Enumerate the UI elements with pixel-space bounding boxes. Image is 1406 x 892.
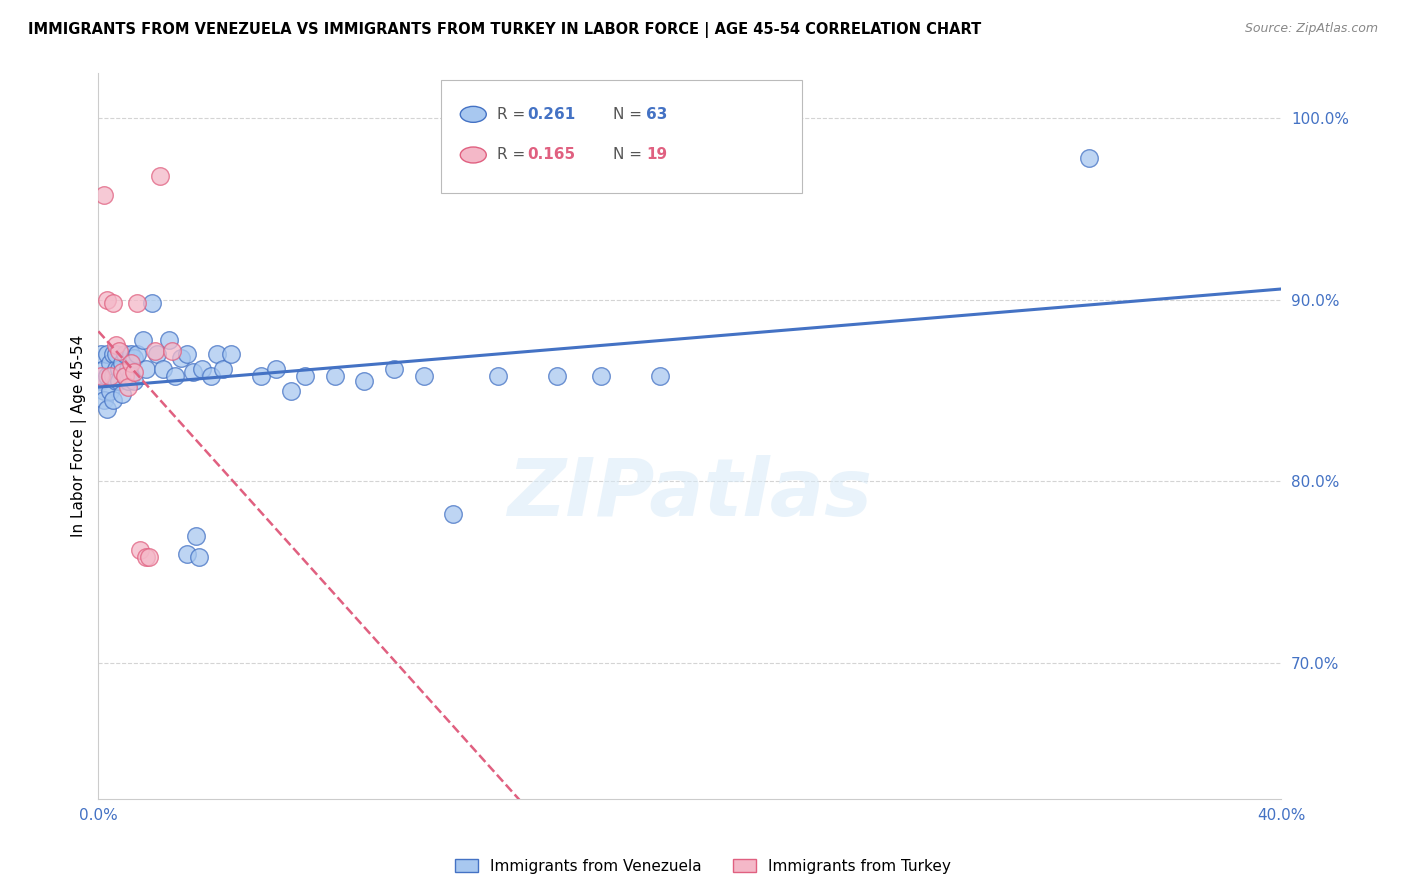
Point (93, 392, 115, 407)
Point (441, 507, 464, 521)
Point (101, 369, 124, 384)
Point (486, 369, 509, 384)
Text: N =: N = (613, 107, 643, 122)
Point (105, 338, 128, 352)
Point (90, 375, 112, 389)
Point (211, 361, 233, 376)
Point (125, 347, 148, 361)
Point (323, 369, 346, 384)
Legend: Immigrants from Venezuela, Immigrants from Turkey: Immigrants from Venezuela, Immigrants fr… (450, 853, 956, 880)
Point (264, 361, 287, 376)
Point (382, 361, 405, 376)
Point (96, 401, 118, 416)
Point (93, 361, 115, 376)
Text: Source: ZipAtlas.com: Source: ZipAtlas.com (1244, 22, 1378, 36)
Point (101, 392, 124, 407)
Text: N =: N = (613, 147, 643, 162)
Point (181, 365, 204, 379)
Text: IMMIGRANTS FROM VENEZUELA VS IMMIGRANTS FROM TURKEY IN LABOR FORCE | AGE 45-54 C: IMMIGRANTS FROM VENEZUELA VS IMMIGRANTS … (28, 22, 981, 38)
Point (157, 333, 180, 347)
Text: R =: R = (496, 147, 526, 162)
Point (96, 293, 118, 307)
Point (96, 347, 118, 361)
Point (122, 375, 145, 389)
Point (120, 347, 142, 361)
Point (122, 365, 145, 379)
Text: 19: 19 (645, 147, 666, 162)
Point (250, 369, 273, 384)
Point (111, 387, 134, 401)
Point (146, 347, 169, 361)
Circle shape (460, 106, 486, 122)
Text: 0.261: 0.261 (527, 107, 576, 122)
Text: 0.165: 0.165 (527, 147, 576, 162)
Point (98, 369, 121, 384)
Text: ZIPatlas: ZIPatlas (508, 455, 872, 533)
Point (205, 347, 228, 361)
Point (294, 369, 316, 384)
Point (117, 375, 139, 389)
Point (412, 369, 434, 384)
Circle shape (460, 147, 486, 163)
Point (108, 375, 131, 389)
Point (165, 369, 187, 384)
Point (546, 369, 568, 384)
Point (105, 375, 128, 389)
Point (117, 361, 139, 376)
Y-axis label: In Labor Force | Age 45-54: In Labor Force | Age 45-54 (72, 334, 87, 537)
Point (93, 384, 115, 398)
Point (191, 361, 214, 376)
Point (98, 384, 121, 398)
Point (120, 369, 142, 384)
Point (135, 361, 157, 376)
Point (187, 550, 209, 565)
Point (93, 187, 115, 202)
FancyBboxPatch shape (441, 80, 801, 193)
Point (96, 369, 118, 384)
Text: 63: 63 (645, 107, 668, 122)
Point (111, 356, 134, 370)
Point (152, 361, 174, 376)
Point (200, 369, 222, 384)
Point (114, 369, 136, 384)
Point (221, 347, 243, 361)
Point (1077, 151, 1099, 165)
Point (184, 529, 207, 543)
Point (105, 361, 128, 376)
Point (122, 351, 145, 365)
Point (90, 369, 112, 384)
Point (90, 347, 112, 361)
Point (280, 384, 302, 398)
Text: R =: R = (496, 107, 526, 122)
Point (128, 543, 150, 558)
Point (138, 550, 160, 565)
Point (176, 347, 198, 361)
Point (101, 347, 124, 361)
Point (101, 296, 124, 310)
Point (114, 347, 136, 361)
Point (650, 369, 672, 384)
Point (120, 356, 142, 370)
Point (108, 361, 131, 376)
Point (170, 351, 193, 365)
Point (176, 547, 198, 561)
Point (141, 296, 163, 310)
Point (111, 365, 134, 379)
Point (353, 375, 375, 389)
Point (98, 356, 121, 370)
Point (108, 343, 131, 358)
Point (135, 550, 157, 565)
Point (143, 343, 166, 358)
Point (131, 333, 153, 347)
Point (98, 369, 121, 384)
Point (117, 380, 139, 394)
Point (162, 343, 184, 358)
Point (105, 347, 128, 361)
Point (125, 296, 148, 310)
Point (589, 369, 612, 384)
Point (114, 369, 136, 384)
Point (149, 169, 172, 184)
